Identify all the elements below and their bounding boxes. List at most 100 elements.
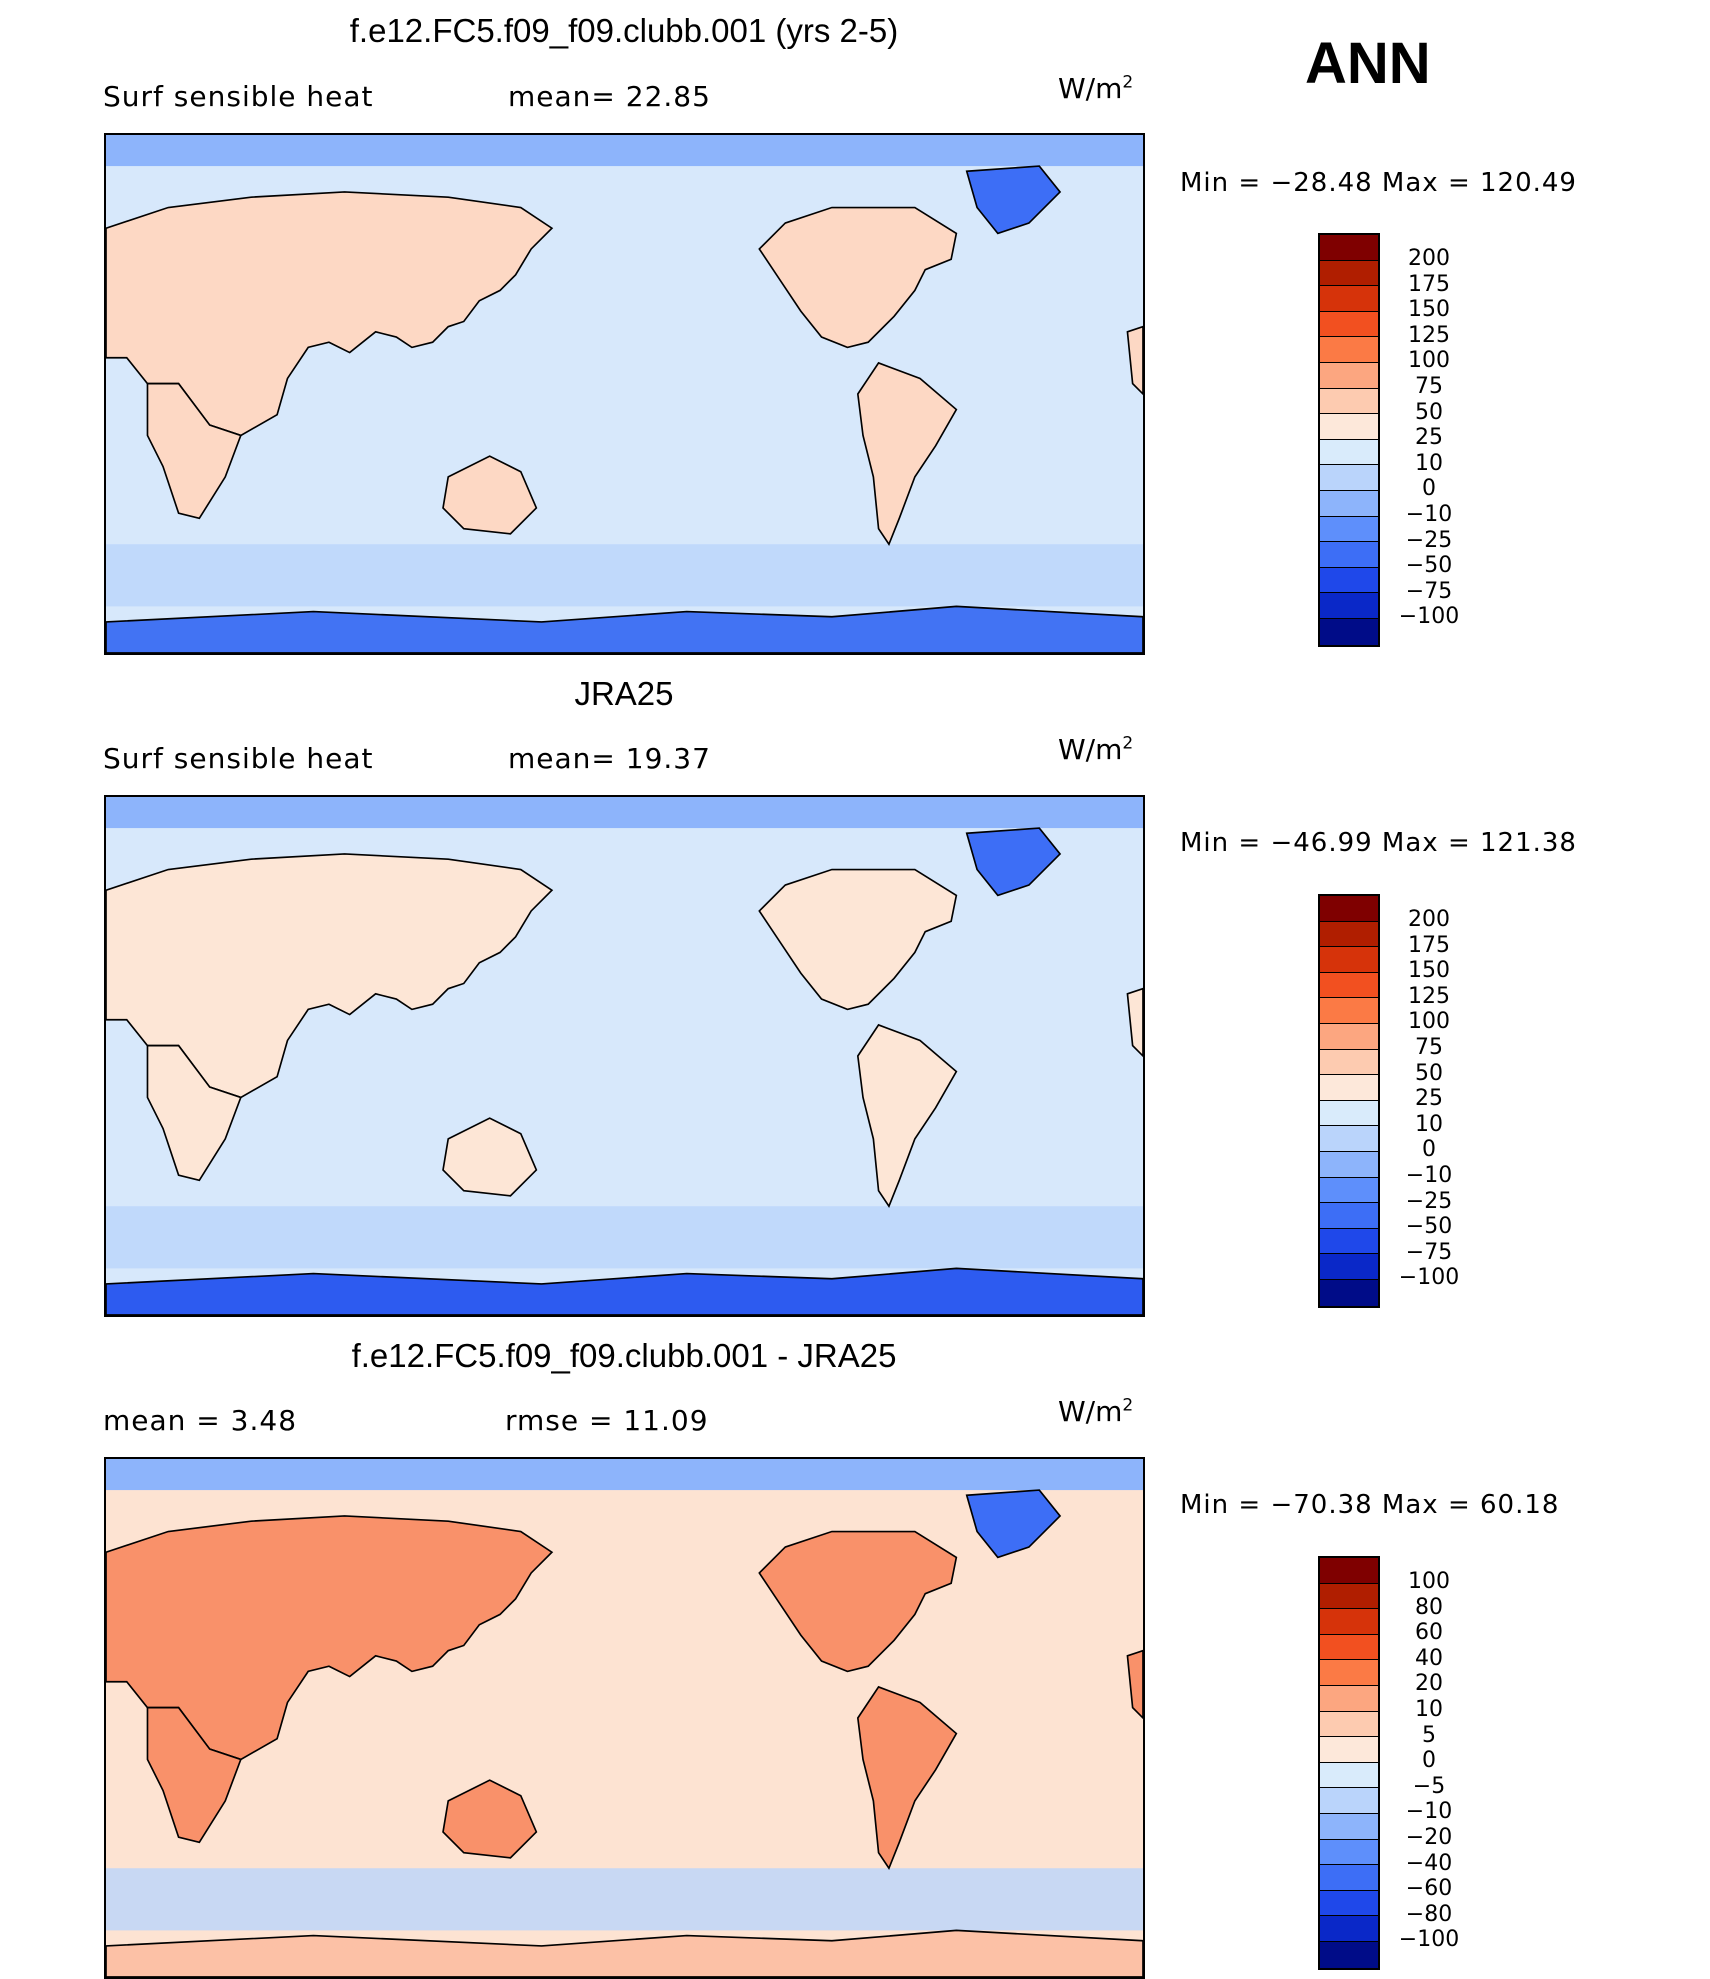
colorbar-box — [1320, 1023, 1378, 1050]
mean-label: mean= 22.85 — [508, 80, 711, 113]
colorbar-level-label: 75 — [1415, 1035, 1443, 1060]
colorbar-box — [1320, 542, 1378, 568]
continent-outline — [965, 827, 1062, 897]
continent-outline — [965, 1489, 1062, 1559]
colorbar-level-label: −10 — [1405, 502, 1453, 527]
colorbar-level-label: 125 — [1408, 983, 1450, 1009]
continent-outline — [856, 361, 958, 546]
colorbar-box — [1320, 388, 1378, 415]
colorbar-level-label: 100 — [1408, 1569, 1450, 1594]
colorbar-level-label: −60 — [1405, 1876, 1453, 1902]
mean-label: mean = 3.48 — [103, 1404, 298, 1437]
colorbar-box — [1320, 618, 1378, 645]
colorbar-box — [1320, 1609, 1378, 1635]
continent-outline — [856, 1685, 958, 1870]
mean-label: mean= 19.37 — [508, 742, 711, 775]
colorbar-level-label: 10 — [1415, 1111, 1443, 1137]
colorbar-box — [1320, 593, 1378, 619]
season-label: ANN — [1305, 31, 1431, 96]
colorbar-box — [1320, 516, 1378, 543]
colorbar-level-label: −75 — [1405, 578, 1453, 604]
colorbar-box — [1320, 235, 1378, 261]
colorbar-level-label: 10 — [1415, 450, 1443, 476]
colorbar-level-label: −10 — [1405, 1799, 1453, 1825]
colorbar-level-label: −50 — [1405, 1214, 1453, 1240]
colorbar-box — [1320, 1788, 1378, 1814]
colorbar-box — [1320, 362, 1378, 389]
colorbar-box — [1320, 465, 1378, 491]
colorbar-box — [1320, 1049, 1378, 1076]
minmax-label: Min = −28.48 Max = 120.49 — [1180, 168, 1577, 198]
colorbar-level-label: 20 — [1415, 1671, 1443, 1697]
colorbar-level-label: −20 — [1405, 1825, 1453, 1850]
colorbar-level-label: −25 — [1405, 527, 1453, 553]
colorbar-level-label: 175 — [1408, 932, 1450, 958]
colorbar-box — [1320, 1941, 1378, 1968]
map-svg — [106, 1459, 1143, 1977]
colorbar-level-label: 200 — [1408, 246, 1450, 271]
antarctica-region — [106, 1929, 1143, 1977]
continent-outline — [965, 165, 1062, 235]
colorbar-box — [1320, 260, 1378, 287]
continent-outline — [758, 868, 958, 1011]
colorbar-box — [1320, 286, 1378, 312]
colorbar-level-label: −10 — [1405, 1163, 1453, 1188]
colorbar-box — [1320, 1177, 1378, 1204]
continent-outline — [1126, 325, 1143, 396]
colorbar-box — [1320, 1737, 1378, 1763]
continent-outline — [1126, 1649, 1143, 1720]
colorbar-box — [1320, 439, 1378, 466]
continent-outline — [442, 1779, 538, 1859]
unit-label: W/m2 — [1058, 1395, 1134, 1428]
colorbar-box — [1320, 896, 1378, 922]
variable-label: Surf sensible heat — [103, 80, 374, 113]
colorbar-box — [1320, 947, 1378, 973]
colorbar-box — [1320, 1558, 1378, 1584]
colorbar-level-label: 5 — [1422, 1722, 1436, 1748]
colorbar-box — [1320, 311, 1378, 338]
continent-outline — [146, 382, 242, 520]
map-panel — [104, 1457, 1145, 1979]
colorbar-box — [1320, 1685, 1378, 1712]
colorbar-box — [1320, 1254, 1378, 1280]
continent-outline — [146, 1706, 242, 1844]
colorbar-box — [1320, 414, 1378, 440]
panel-title: f.e12.FC5.f09_f09.clubb.001 (yrs 2-5) — [349, 12, 899, 49]
colorbar-level-label: 75 — [1415, 374, 1443, 399]
colorbar-level-label: 0 — [1422, 1748, 1436, 1774]
colorbar-box — [1320, 1839, 1378, 1866]
colorbar-level-label: 125 — [1408, 322, 1450, 348]
colorbar-level-label: −50 — [1405, 553, 1453, 579]
continent-outline — [442, 1117, 538, 1197]
southern-ocean-band — [106, 1206, 1143, 1269]
colorbar-level-label: −80 — [1405, 1901, 1453, 1927]
colorbar-box — [1320, 1100, 1378, 1127]
map-panel — [104, 795, 1145, 1317]
colorbar-level-label: 0 — [1422, 476, 1436, 502]
rmse-label: rmse = 11.09 — [505, 1404, 709, 1437]
colorbar-level-label: 50 — [1415, 399, 1443, 425]
colorbar-level-label: 150 — [1408, 958, 1450, 984]
colorbar-level-label: 175 — [1408, 271, 1450, 297]
colorbar-box — [1320, 998, 1378, 1024]
colorbar-level-label: 50 — [1415, 1060, 1443, 1086]
colorbar-box — [1320, 1583, 1378, 1610]
colorbar-level-label: −75 — [1405, 1239, 1453, 1265]
antarctica-region — [106, 605, 1143, 653]
variable-label: Surf sensible heat — [103, 742, 374, 775]
continent-outline — [856, 1023, 958, 1208]
colorbar-box — [1320, 1151, 1378, 1178]
minmax-label: Min = −70.38 Max = 60.18 — [1180, 1490, 1560, 1520]
colorbar-level-label: −100 — [1398, 604, 1460, 630]
colorbar-level-label: 100 — [1408, 348, 1450, 374]
panel-title: JRA25 — [574, 675, 674, 712]
colorbar-level-label: −5 — [1412, 1773, 1446, 1799]
colorbar-level-label: 100 — [1408, 1009, 1450, 1035]
colorbar-level-label: 200 — [1408, 907, 1450, 932]
colorbar-box — [1320, 1916, 1378, 1942]
continent-outline — [1126, 987, 1143, 1058]
colorbar-box — [1320, 337, 1378, 363]
colorbar-level-label: −100 — [1398, 1927, 1460, 1953]
colorbar-box — [1320, 1711, 1378, 1738]
colorbar-box — [1320, 1228, 1378, 1255]
